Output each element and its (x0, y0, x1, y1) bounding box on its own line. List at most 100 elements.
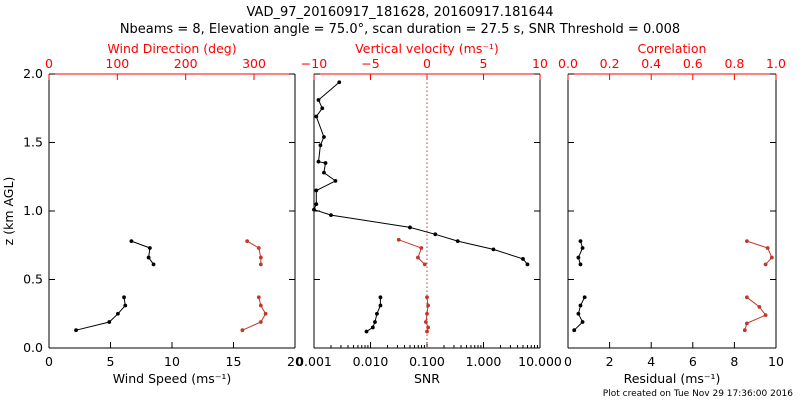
data-point (378, 303, 383, 308)
data-point (576, 311, 581, 316)
top-tick-label: 0.4 (641, 56, 661, 71)
top-tick-label: 100 (105, 56, 129, 71)
data-point (455, 239, 460, 244)
data-point (521, 257, 525, 261)
bottom-tick-label: 10 (164, 354, 180, 369)
bottom-tick-label: 0 (45, 354, 53, 369)
data-point (744, 295, 749, 300)
data-point (765, 246, 770, 250)
data-point (433, 232, 438, 237)
top-tick-label: 0.0 (558, 56, 578, 71)
data-point (146, 255, 151, 260)
top-axis-label: Wind Direction (deg) (107, 41, 236, 56)
data-point (373, 320, 377, 324)
data-point (491, 247, 496, 252)
data-point (147, 246, 152, 250)
bottom-tick-label: 0.001 (296, 354, 332, 369)
data-point (337, 80, 342, 85)
data-point (425, 311, 429, 316)
top-tick-label: 0 (45, 56, 53, 71)
data-point (314, 114, 319, 119)
data-point (122, 295, 126, 300)
series-line (313, 81, 528, 265)
top-tick-label: −10 (301, 56, 327, 71)
top-tick-label: 300 (242, 56, 266, 71)
top-tick-label: 200 (174, 56, 198, 71)
data-point (578, 303, 583, 308)
data-point (408, 225, 412, 230)
data-point (74, 328, 78, 333)
top-tick-label: 10 (532, 56, 548, 71)
bottom-tick-label: 1.000 (466, 354, 502, 369)
series-line (246, 240, 262, 265)
top-tick-label: 0.2 (600, 56, 620, 71)
data-point (763, 313, 768, 318)
data-point (769, 255, 774, 260)
data-point (316, 98, 321, 102)
data-point (425, 329, 429, 334)
data-point (576, 255, 581, 260)
data-point (396, 237, 401, 242)
top-tick-label: 1.0 (766, 56, 786, 71)
data-point (580, 246, 585, 250)
bottom-tick-label: 6 (689, 354, 697, 369)
data-point (419, 246, 424, 250)
data-point (364, 329, 369, 334)
data-point (256, 295, 261, 300)
data-point (426, 303, 431, 308)
bottom-tick-label: 4 (647, 354, 655, 369)
series-line (398, 239, 426, 265)
data-point (425, 295, 429, 300)
data-point (258, 255, 263, 260)
series-line (131, 240, 155, 265)
data-point (757, 305, 762, 309)
x-axis-label: Residual (ms⁻¹) (624, 371, 721, 386)
bottom-tick-label: 5 (107, 354, 115, 369)
data-point (578, 262, 583, 267)
data-point (258, 262, 263, 267)
data-point (422, 262, 427, 267)
data-point (316, 159, 321, 164)
data-point (423, 320, 428, 324)
data-point (742, 328, 747, 333)
data-point (263, 311, 268, 316)
y-tick-label: 0.0 (23, 340, 43, 355)
bottom-tick-label: 10 (768, 354, 784, 369)
data-point (580, 320, 585, 324)
y-tick-label: 2.0 (23, 66, 43, 81)
data-point (123, 303, 128, 308)
data-point (375, 311, 379, 316)
data-point (258, 320, 263, 324)
y-tick-label: 1.5 (23, 135, 43, 150)
top-tick-label: 0 (423, 56, 431, 71)
top-axis-label: Vertical velocity (ms⁻¹) (355, 41, 499, 56)
top-tick-label: −5 (361, 56, 379, 71)
y-tick-label: 1.0 (23, 203, 43, 218)
bottom-tick-label: 10.000 (518, 354, 562, 369)
data-point (323, 161, 328, 165)
bottom-tick-label: 20 (287, 354, 303, 369)
data-point (416, 255, 420, 260)
top-tick-label: 0.8 (724, 56, 744, 71)
data-point (151, 262, 156, 267)
data-point (426, 325, 431, 330)
data-point (322, 135, 326, 139)
data-point (320, 106, 325, 111)
data-point (245, 239, 250, 244)
data-point (115, 311, 120, 316)
x-axis-label: SNR (414, 371, 440, 386)
data-point (378, 295, 383, 300)
top-tick-label: 0.6 (683, 56, 703, 71)
data-point (744, 239, 749, 244)
data-point (525, 262, 530, 267)
top-axis-label: Correlation (638, 41, 707, 56)
top-tick-label: 5 (480, 56, 488, 71)
data-point (258, 303, 263, 308)
series-line (242, 297, 267, 331)
series-line (577, 240, 584, 265)
figure-title-line1: VAD_97_20160917_181628, 20160917.181644 (247, 5, 554, 20)
data-point (333, 178, 338, 183)
data-point (240, 328, 245, 333)
